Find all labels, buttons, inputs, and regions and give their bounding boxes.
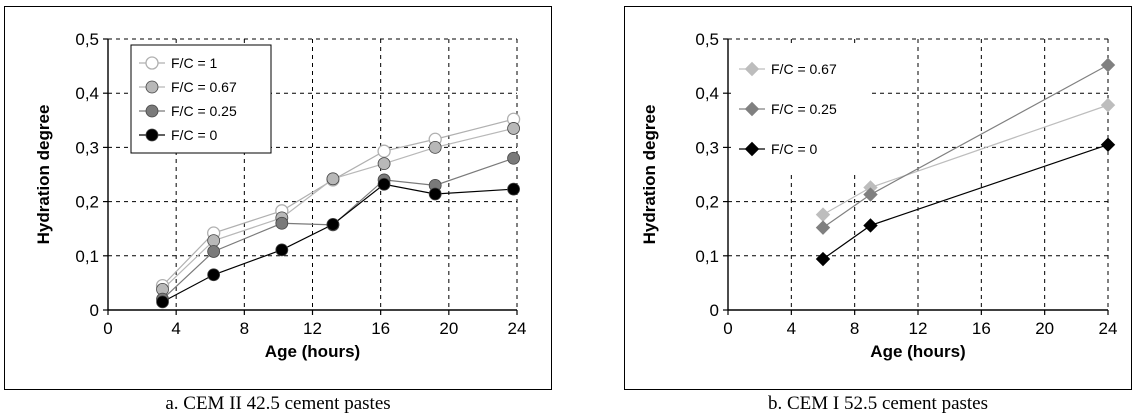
chart-a-point-1-1 (207, 234, 221, 248)
chart-a-legend-label-2: F/C = 0.25 (171, 103, 237, 119)
chart-a-xtick-label-0: 0 (103, 319, 112, 338)
chart-a-legend-swatch-2 (145, 104, 159, 118)
chart-b-xtick-label-6: 24 (1099, 319, 1118, 338)
chart-b-xtick-label-2: 8 (850, 319, 859, 338)
chart-a-point-2-2 (275, 216, 289, 230)
caption-a: a. CEM II 42.5 cement pastes (165, 393, 391, 414)
chart-a-point-2-6 (507, 151, 520, 165)
chart-a-ytick-label-1: 0,1 (75, 247, 99, 266)
chart-b-xtick-label-3: 12 (909, 319, 928, 338)
chart-b-legend-swatch-1 (744, 101, 760, 117)
chart-b-point-1-2 (1100, 57, 1116, 73)
chart-a-xtick-label-2: 8 (240, 319, 249, 338)
chart-b-ytick-label-2: 0,2 (695, 193, 719, 212)
chart-a-ytick-label-5: 0,5 (75, 30, 99, 49)
chart-b-ytick-label-0: 0 (710, 301, 719, 320)
chart-a-legend-swatch-1 (145, 80, 159, 94)
chart-a-point-3-6 (507, 182, 520, 196)
chart-b-svg: 0 0,1 0,2 0,3 0,4 0,5 0 4 8 12 16 20 24 Age (hours) Hy… (640, 30, 1118, 361)
chart-b-ytick-label-4: 0,4 (695, 84, 719, 103)
chart-a-point-1-3 (326, 172, 340, 186)
chart-a-xlabel: Age (hours) (265, 342, 360, 361)
chart-panel-b: 0 0,1 0,2 0,3 0,4 0,5 0 4 8 12 16 20 24 Age (hours) Hy… (624, 6, 1132, 390)
chart-a-xtick-label-1: 4 (171, 319, 180, 338)
chart-a-point-3-3 (326, 217, 340, 231)
chart-a-xtick-label-5: 20 (439, 319, 458, 338)
chart-a-point-2-1 (207, 245, 221, 258)
chart-panel-a: 0 0,1 0,2 0,3 0,4 0,5 0 4 8 12 16 20 24 Age (hours) Hy… (4, 6, 552, 390)
chart-b-legend-label-0: F/C = 0.67 (771, 61, 837, 77)
caption-b: b. CEM I 52.5 cement pastes (767, 393, 989, 414)
chart-b-ylabel: Hydration degree (640, 105, 659, 245)
chart-a-point-1-4 (377, 157, 391, 171)
chart-a-point-1-6 (507, 122, 520, 135)
chart-b-legend-label-2: F/C = 0 (771, 141, 818, 157)
chart-a-legend-swatch-3 (145, 128, 159, 142)
chart-a-point-3-5 (428, 187, 442, 201)
chart-b-point-1-1 (863, 187, 878, 202)
chart-a-point-1-5 (428, 140, 442, 154)
chart-b-xlabel: Age (hours) (870, 342, 965, 361)
chart-a-svg: 0 0,1 0,2 0,3 0,4 0,5 0 4 8 12 16 20 24 Age (hours) Hy… (34, 30, 527, 361)
chart-a-point-0-4 (377, 144, 391, 158)
chart-b-xtick-label-1: 4 (787, 319, 796, 338)
chart-b-point-2-2 (1100, 137, 1116, 152)
chart-b-point-0-0 (815, 207, 831, 222)
chart-a-xtick-label-6: 24 (508, 319, 527, 338)
chart-b-ytick-label-3: 0,3 (695, 138, 719, 157)
chart-a-ytick-label-4: 0,4 (75, 84, 99, 103)
chart-a-xtick-label-3: 12 (303, 319, 322, 338)
chart-b-ytick-label-1: 0,1 (695, 247, 719, 266)
chart-b-ytick-label-5: 0,5 (695, 30, 719, 49)
chart-a-ytick-label-3: 0,3 (75, 138, 99, 157)
chart-b-xtick-label-4: 16 (972, 319, 991, 338)
chart-b-legend-label-1: F/C = 0.25 (771, 101, 837, 117)
chart-a-point-3-2 (275, 243, 289, 257)
chart-b-point-2-0 (815, 251, 831, 267)
chart-a-point-3-4 (377, 177, 391, 191)
chart-a-legend-swatch-0 (145, 56, 159, 70)
chart-a-legend-label-0: F/C = 1 (171, 55, 218, 71)
chart-b-legend-swatch-0 (744, 61, 760, 77)
chart-a-xtick-label-4: 16 (371, 319, 390, 338)
chart-a-ytick-label-0: 0 (90, 301, 99, 320)
chart-a-ylabel: Hydration degree (34, 105, 53, 245)
chart-b-point-1-0 (815, 220, 831, 235)
chart-b-legend-swatch-2 (744, 141, 760, 157)
chart-a-ytick-label-2: 0,2 (75, 193, 99, 212)
chart-a-point-3-0 (156, 295, 169, 309)
chart-b-point-0-2 (1100, 97, 1116, 113)
chart-b-xtick-label-0: 0 (723, 319, 732, 338)
chart-b-point-2-1 (863, 218, 878, 233)
chart-b-xtick-label-5: 20 (1035, 319, 1054, 338)
chart-a-legend-label-1: F/C = 0.67 (171, 79, 237, 95)
chart-a-point-3-1 (207, 268, 221, 282)
chart-a-legend-label-3: F/C = 0 (171, 127, 218, 143)
